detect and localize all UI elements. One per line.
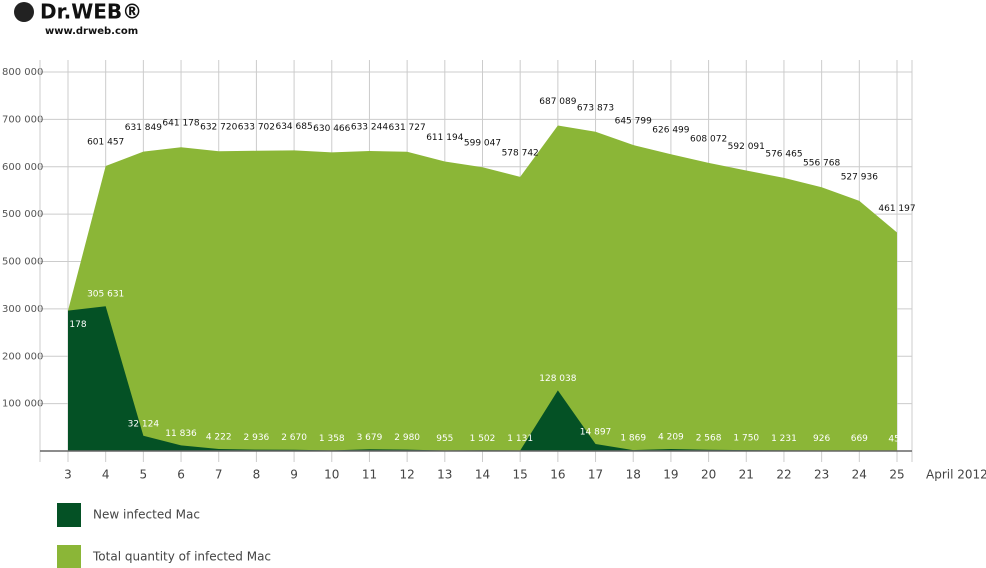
x-tick-label: 3 [64,468,72,482]
data-label: 633 702 [238,122,275,132]
y-tick-label: 300 000 [2,304,43,315]
x-tick-label: 21 [739,468,754,482]
logo-url: www.drweb.com [45,26,138,37]
legend-label: New infected Mac [93,508,200,522]
data-label: 461 197 [878,204,915,214]
y-tick-label: 800 000 [2,67,43,78]
x-tick-label: 24 [852,468,867,482]
data-label: 458 [888,434,905,444]
data-label: 1 131 [507,434,533,444]
data-label: 631 849 [125,123,162,133]
x-tick-label: 8 [253,468,261,482]
y-tick-label: 200 000 [2,351,43,362]
logo: Dr.WEB® www.drweb.com [14,0,142,37]
data-label: 2 980 [394,433,420,443]
data-label: 1 358 [319,434,345,444]
data-label: 2 670 [281,433,307,443]
data-label: 599 047 [464,139,501,149]
data-label: 128 038 [539,374,576,384]
x-tick-label: 10 [324,468,339,482]
x-tick-label: 16 [550,468,565,482]
data-label: 611 194 [426,133,463,143]
data-label: 673 873 [577,103,614,113]
logo-name: Dr.WEB® [40,0,142,24]
data-label: 32 124 [128,419,160,429]
data-label: 2 568 [696,433,722,443]
area [68,125,897,452]
logo-icon [14,2,34,22]
x-tick-label: 20 [701,468,716,482]
x-tick-label: 7 [215,468,223,482]
data-label: 527 936 [841,172,878,182]
x-axis-label: April 2012 [926,468,986,482]
data-label: 641 178 [162,119,199,129]
data-label: 4 222 [206,432,232,442]
data-label: 634 685 [275,122,312,132]
data-label: 578 742 [502,148,539,158]
data-label: 687 089 [539,97,576,107]
data-label: 4 209 [658,433,684,443]
data-label: 592 091 [728,142,765,152]
data-label: 14 897 [580,427,612,437]
legend-label: Total quantity of infected Mac [92,550,271,564]
y-tick-label: 500 000 [2,257,43,268]
x-tick-label: 9 [290,468,298,482]
data-label: 576 465 [765,149,802,159]
data-label: 926 [813,434,830,444]
x-tick-label: 6 [177,468,185,482]
x-tick-label: 19 [663,468,678,482]
data-label: 1 502 [470,434,496,444]
y-tick-label: 700 000 [2,114,43,125]
data-label: 296 178 [49,320,86,330]
data-label: 631 727 [389,123,426,133]
data-label: 632 720 [200,123,237,133]
x-tick-label: 23 [814,468,829,482]
data-label: 1 750 [733,434,759,444]
data-label: 955 [436,434,453,444]
data-label: 305 631 [87,290,124,300]
data-label: 669 [851,434,868,444]
data-label: 601 457 [87,138,124,148]
y-tick-label: 500 000 [2,209,43,220]
legend-swatch [57,545,81,568]
data-label: 2 936 [244,433,270,443]
x-tick-label: 4 [102,468,110,482]
x-tick-label: 12 [399,468,414,482]
y-tick-label: 100 000 [2,399,43,410]
data-label: 1 231 [771,434,797,444]
data-label: 3 679 [357,433,383,443]
data-label: 630 466 [313,124,350,134]
data-label: 645 799 [615,117,652,127]
data-label: 626 499 [652,126,689,136]
data-label: 1 869 [620,434,646,444]
x-tick-label: 17 [588,468,603,482]
data-label: 608 072 [690,134,727,144]
legend-swatch [57,503,81,527]
x-tick-label: 5 [140,468,148,482]
x-tick-label: 14 [475,468,490,482]
data-label: 556 768 [803,159,840,169]
x-tick-label: 15 [513,468,528,482]
y-tick-label: 600 000 [2,162,43,173]
data-label: 11 836 [165,429,197,439]
x-tick-label: 25 [889,468,904,482]
data-label: 633 244 [351,123,388,133]
x-tick-label: 22 [776,468,791,482]
x-tick-label: 18 [626,468,641,482]
x-tick-label: 11 [362,468,377,482]
x-tick-label: 13 [437,468,452,482]
